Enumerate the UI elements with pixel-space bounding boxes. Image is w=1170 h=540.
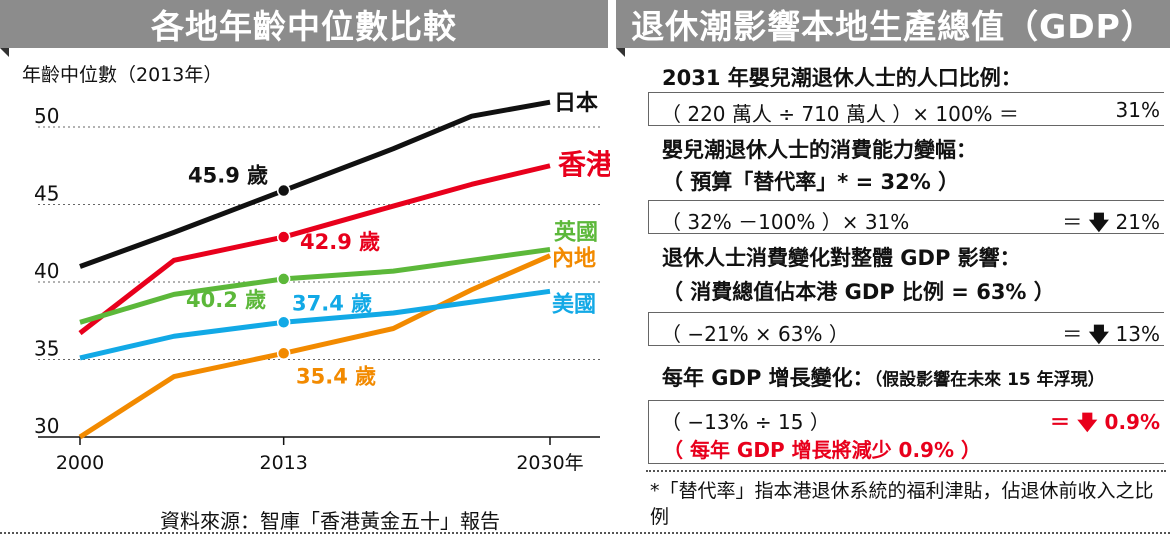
x-tick-label: 2000 — [56, 452, 104, 474]
source-note: 資料來源：智庫「香港黃金五十」報告 — [160, 509, 500, 533]
series-label-香港: 香港 — [558, 148, 610, 181]
section4-conclusion: （ 每年 GDP 增長將減少 0.9% ） — [663, 438, 981, 462]
annotation-內地: 35.4 歲 — [296, 364, 376, 388]
section2-box: （ 32% －100% ）× 31% ＝ 🡇 21% — [648, 200, 1164, 234]
point-2013-內地 — [276, 346, 291, 361]
x-tick-label: 2013 — [259, 452, 307, 474]
y-tick-label: 35 — [34, 337, 59, 361]
section3-result: ＝ 🡇 13% — [1062, 318, 1160, 354]
y-tick-label: 30 — [34, 414, 59, 438]
point-2013-日本 — [276, 183, 291, 198]
section4-result: ＝ 🡇 0.9% — [1050, 406, 1160, 442]
point-2013-美國 — [276, 315, 291, 330]
section4-formula: （ −13% ÷ 15 ） — [661, 410, 830, 434]
section3-value: 13% — [1115, 322, 1160, 346]
section1-box: （ 220 萬人 ÷ 710 萬人 ）× 100% ＝ 31% — [648, 92, 1164, 126]
section3-formula: （ −21% × 63% ） — [661, 322, 849, 346]
bottom-divider — [0, 532, 1170, 534]
down-arrow-icon: 🡇 — [1088, 210, 1110, 234]
series-label-內地: 內地 — [552, 247, 596, 272]
section4-box: （ −13% ÷ 15 ） ＝ 🡇 0.9% （ 每年 GDP 增長將減少 0.… — [648, 400, 1164, 464]
series-line-美國 — [79, 288, 551, 361]
series-line-日本 — [79, 99, 551, 269]
section3-subheading: （ 消費總值佔本港 GDP 比例 = 63% ） — [662, 280, 1055, 304]
annotation-日本: 45.9 歲 — [188, 164, 268, 188]
series-line-內地 — [78, 253, 551, 440]
x-tick-label: 2030年 — [516, 452, 583, 474]
annotation-美國: 37.4 歲 — [292, 291, 372, 315]
point-2013-香港 — [276, 230, 291, 244]
series-label-美國: 美國 — [552, 291, 596, 317]
section2-heading: 嬰兒潮退休人士的消費能力變幅： — [662, 138, 977, 162]
down-arrow-icon: 🡇 — [1088, 322, 1110, 346]
section1-result: 31% — [1115, 98, 1160, 122]
y-tick-label: 50 — [34, 104, 59, 128]
series-line-香港 — [78, 163, 551, 336]
y-tick-label: 45 — [34, 182, 59, 206]
annotation-英國: 40.2 歲 — [186, 288, 266, 312]
section2-formula: （ 32% －100% ）× 31% — [661, 210, 910, 234]
series-label-英國: 英國 — [554, 220, 598, 245]
section3-heading: 退休人士消費變化對整體 GDP 影響： — [662, 246, 1021, 270]
section2-result: ＝ 🡇 21% — [1062, 206, 1160, 242]
equals-sign: ＝ — [1062, 322, 1083, 346]
section3-box: （ −21% × 63% ） ＝ 🡇 13% — [648, 312, 1164, 346]
section2-subheading: （ 預算「替代率」* = 32% ） — [662, 170, 960, 194]
median-age-line-chart: 年齡中位數（2013年） 30 35 40 45 50 2000 2013 2030年 日本香港英… — [22, 64, 610, 474]
left-panel-title: 各地年齡中位數比較 — [0, 0, 608, 57]
y-axis-label: 年齡中位數（2013年） — [22, 64, 222, 86]
section4-heading-row: 每年 GDP 增長變化：（假設影響在未來 15 年浮現） — [662, 362, 1105, 392]
left-title-text: 各地年齡中位數比較 — [151, 7, 457, 46]
annotation-香港: 42.9 歲 — [300, 230, 380, 254]
footnote: *「替代率」指本港退休系統的福利津貼，佔退休前收入之比例 — [650, 480, 1154, 528]
section4-value: 0.9% — [1104, 410, 1160, 434]
section2-value: 21% — [1115, 210, 1160, 234]
section1-formula: （ 220 萬人 ÷ 710 萬人 ）× 100% ＝ — [661, 102, 1019, 126]
equals-sign: ＝ — [1050, 410, 1071, 434]
section4-assumption: （假設影響在未來 15 年浮現） — [873, 370, 1105, 390]
equals-sign: ＝ — [1062, 210, 1083, 234]
footnote-divider — [646, 470, 1166, 472]
section4-heading: 每年 GDP 增長變化： — [662, 366, 874, 390]
series-line-英國 — [79, 246, 551, 325]
section1-heading: 2031 年嬰兒潮退休人士的人口比例： — [662, 66, 1022, 90]
right-title-text: 退休潮影響本地生產總值（GDP） — [631, 7, 1155, 46]
down-arrow-icon: 🡇 — [1077, 410, 1098, 434]
right-panel-title: 退休潮影響本地生產總值（GDP） — [616, 0, 1170, 57]
y-tick-label: 40 — [34, 259, 59, 283]
point-2013-英國 — [276, 272, 291, 286]
series-label-日本: 日本 — [554, 91, 598, 116]
